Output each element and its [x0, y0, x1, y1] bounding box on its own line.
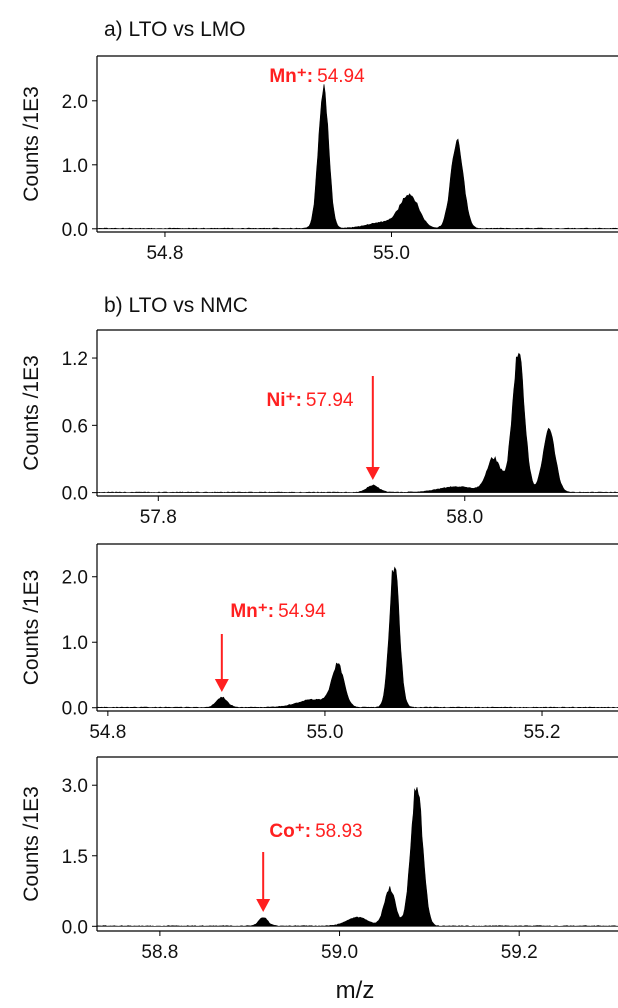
peak-annotation: Mn⁺: 54.94 [269, 66, 365, 87]
annotation-ion: Mn⁺: [269, 66, 313, 87]
panel-b-title: b) LTO vs NMC [104, 294, 248, 317]
x-tick-label: 57.8 [140, 507, 177, 528]
spectrum-area [96, 566, 618, 709]
annotation-value: 57.94 [306, 390, 354, 411]
annotation-value: 58.93 [315, 821, 363, 842]
annotation-arrow-head [214, 679, 229, 692]
x-tick-label: 58.8 [141, 942, 178, 963]
annotation-arrow-head [365, 467, 380, 480]
spectrum-area [96, 84, 618, 230]
y-tick-label: 0.6 [62, 416, 88, 437]
y-axis-label: Counts /1E3 [20, 86, 43, 202]
x-axis-label: m/z [336, 977, 375, 1004]
spectrum-area [96, 787, 618, 927]
y-tick-label: 1.2 [62, 349, 88, 370]
x-tick-label: 54.8 [89, 722, 126, 743]
x-tick-label: 54.8 [146, 243, 183, 264]
peak-annotation: Co⁺: 58.93 [269, 821, 362, 842]
spectrum-panel-b-nmc-ni: 0.0 0.6 1.2 57.8 58.0 Counts /1E3 Ni⁺: 57.94 [20, 329, 618, 528]
spectrum-area [96, 352, 618, 493]
y-tick-label: 0.0 [62, 484, 88, 505]
y-tick-label: 0.0 [62, 917, 88, 938]
x-tick-label: 58.0 [446, 507, 483, 528]
annotation-value: 54.94 [317, 66, 365, 87]
annotation-arrow-head [256, 899, 271, 912]
y-tick-label: 2.0 [62, 92, 88, 113]
y-axis-label: Counts /1E3 [20, 570, 43, 686]
annotation-ion: Co⁺: [269, 821, 311, 842]
x-tick-label: 55.0 [373, 243, 410, 264]
x-tick-label: 55.0 [306, 722, 343, 743]
spectrum-panel-a-lmo-mn: 0.0 1.0 2.0 54.8 55.0 Counts /1E3 Mn⁺: 54.94 [20, 55, 618, 264]
y-axis-label: Counts /1E3 [20, 355, 43, 471]
y-tick-label: 0.0 [62, 220, 88, 241]
x-tick-label: 59.0 [321, 942, 358, 963]
spectrum-panel-b-nmc-mn: 0.0 1.0 2.0 54.8 55.0 55.2 Counts /1E3 Mn⁺: 54.9… [20, 543, 618, 743]
x-tick-label: 55.2 [524, 722, 561, 743]
panel-a-title: a) LTO vs LMO [104, 18, 246, 41]
y-axis-label: Counts /1E3 [20, 786, 43, 902]
annotation-ion: Ni⁺: [267, 390, 302, 411]
y-tick-label: 1.5 [62, 847, 88, 868]
peak-annotation: Mn⁺: 54.94 [230, 601, 326, 622]
y-tick-label: 1.0 [62, 156, 88, 177]
annotation-ion: Mn⁺: [230, 601, 274, 622]
annotation-value: 54.94 [278, 601, 326, 622]
y-tick-label: 2.0 [62, 568, 88, 589]
x-tick-label: 59.2 [501, 942, 538, 963]
y-tick-label: 1.0 [62, 633, 88, 654]
spectrum-panel-b-nmc-co: 0.0 1.5 3.0 58.8 59.0 59.2 Counts /1E3 Co⁺: 58.9… [20, 756, 618, 963]
peak-annotation: Ni⁺: 57.94 [267, 390, 354, 411]
y-tick-label: 3.0 [62, 776, 88, 797]
y-tick-label: 0.0 [62, 699, 88, 720]
